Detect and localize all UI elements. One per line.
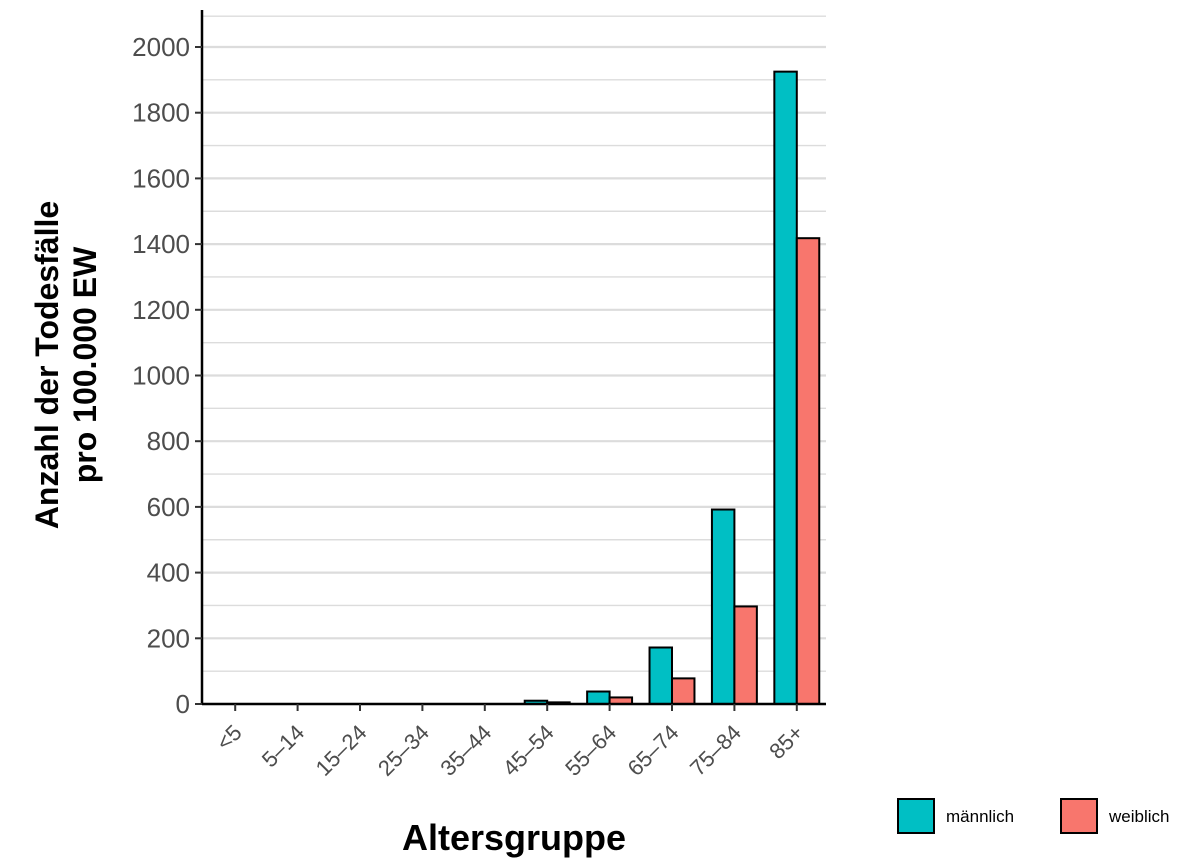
x-tick-label: 25–34 <box>373 720 434 781</box>
y-axis-title-line2: pro 100.000 EW <box>67 246 103 483</box>
y-tick-label: 1600 <box>132 163 190 193</box>
y-tick-label: 1800 <box>132 98 190 128</box>
legend-swatch-maennlich <box>897 798 935 834</box>
x-tick-label: 5–14 <box>257 720 309 772</box>
x-tick-label: 75–84 <box>685 720 746 781</box>
bar-weiblich <box>671 677 696 706</box>
x-ticks: <5 5–14 15–24 25–34 35–44 45–54 55–64 65–74 75–8… <box>211 704 808 781</box>
y-tick-label: 600 <box>147 492 190 522</box>
grid-lines <box>202 15 826 706</box>
x-tick-label: 65–74 <box>623 720 684 781</box>
x-tick-label: <5 <box>211 720 246 755</box>
legend-swatch-weiblich <box>1060 798 1098 834</box>
y-tick-label: 0 <box>176 689 190 719</box>
bar-maennlich <box>710 508 736 706</box>
bar-maennlich <box>773 70 798 705</box>
x-tick-label: 15–24 <box>311 720 372 781</box>
legend-label-weiblich: weiblich <box>1108 807 1169 826</box>
axes <box>200 10 826 706</box>
bar-weiblich <box>733 605 758 705</box>
legend-label-maennlich: männlich <box>946 807 1014 826</box>
bar-weiblich <box>795 237 821 705</box>
y-tick-label: 400 <box>147 558 190 588</box>
y-tick-label: 200 <box>147 623 190 653</box>
x-tick-label: 85+ <box>764 720 808 764</box>
x-tick-label: 55–64 <box>560 720 621 781</box>
legend: männlich weiblich <box>897 798 1169 834</box>
x-axis-title: Altersgruppe <box>402 817 626 858</box>
y-tick-label: 1000 <box>132 361 190 391</box>
y-tick-label: 1400 <box>132 229 190 259</box>
y-axis-title: Anzahl der Todesfälle pro 100.000 EW <box>29 201 103 529</box>
bar-maennlich <box>586 690 611 706</box>
y-axis-title-line1: Anzahl der Todesfälle <box>29 201 65 529</box>
bar-maennlich <box>648 646 674 705</box>
y-tick-label: 800 <box>147 426 190 456</box>
bars <box>523 70 821 706</box>
y-ticks: 0 200 400 600 800 1000 1200 1400 1600 1800 2000 <box>132 32 202 719</box>
y-tick-label: 1200 <box>132 295 190 325</box>
y-tick-label: 2000 <box>132 32 190 62</box>
x-tick-label: 45–54 <box>498 720 559 781</box>
x-tick-label: 35–44 <box>435 720 496 781</box>
